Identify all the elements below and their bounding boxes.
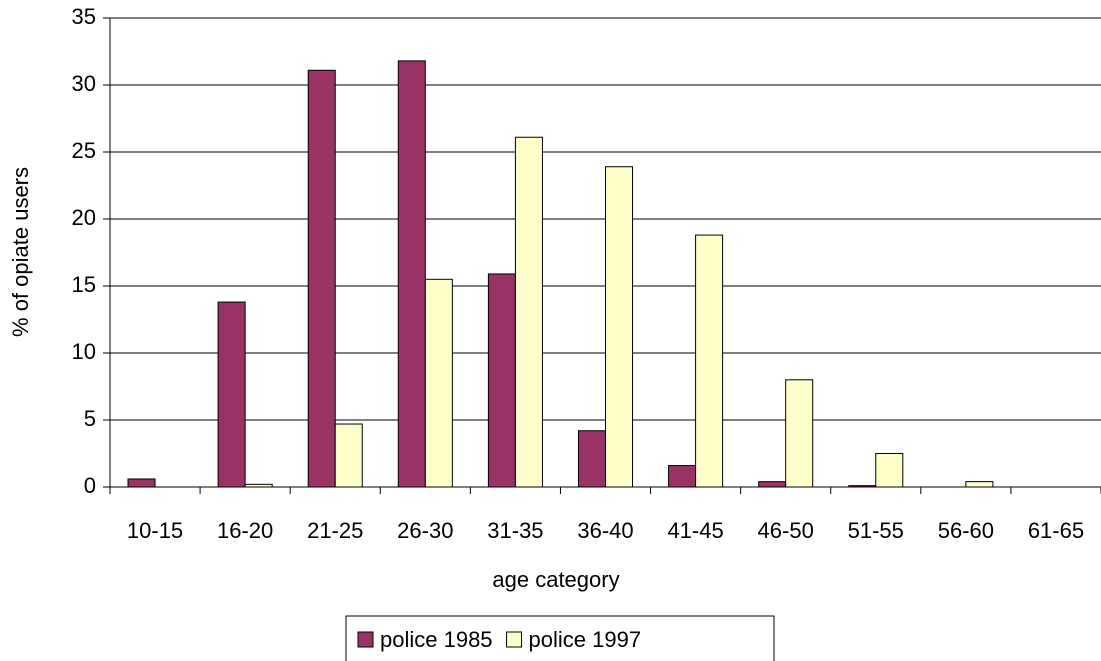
bar [848, 485, 877, 488]
bar [217, 301, 246, 488]
x-tick-label: 41-45 [667, 518, 723, 543]
x-tick-label: 56-60 [938, 518, 994, 543]
bar [397, 60, 426, 488]
bar [758, 481, 787, 488]
x-tick-label: 51-55 [848, 518, 904, 543]
x-tick-label: 36-40 [577, 518, 633, 543]
y-tick-label: 5 [84, 406, 96, 431]
x-tick-label: 16-20 [217, 518, 273, 543]
bar [785, 379, 814, 488]
bar [334, 423, 363, 488]
bar [695, 234, 724, 488]
bar [668, 465, 697, 488]
y-tick-label: 20 [72, 205, 96, 230]
x-tick-label: 26-30 [397, 518, 453, 543]
bar [605, 166, 634, 488]
legend-label: police 1985 [380, 627, 493, 652]
bar [577, 430, 606, 488]
x-tick-label: 61-65 [1028, 518, 1084, 543]
legend-label: police 1997 [529, 627, 642, 652]
y-axis-title: % of opiate users [8, 167, 33, 337]
legend-box [345, 615, 775, 661]
y-tick-label: 0 [84, 473, 96, 498]
bar [307, 69, 336, 488]
bar [487, 273, 516, 488]
x-tick-label: 10-15 [127, 518, 183, 543]
y-tick-label: 35 [72, 4, 96, 29]
bar [875, 453, 904, 488]
bar [424, 278, 453, 488]
y-tick-label: 25 [72, 138, 96, 163]
bar [514, 136, 543, 488]
y-tick-label: 10 [72, 339, 96, 364]
bar [127, 478, 156, 488]
legend-swatch [506, 631, 523, 648]
x-tick-label: 46-50 [758, 518, 814, 543]
legend-swatch [357, 631, 374, 648]
x-tick-label: 21-25 [307, 518, 363, 543]
y-tick-label: 15 [72, 272, 96, 297]
x-tick-label: 31-35 [487, 518, 543, 543]
y-tick-label: 30 [72, 71, 96, 96]
bar [965, 481, 994, 488]
x-axis-title: age category [492, 567, 619, 592]
bar [244, 483, 273, 488]
